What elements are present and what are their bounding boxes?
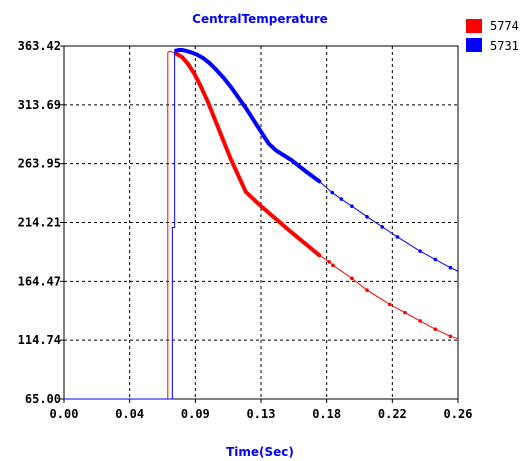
x-tick-label: 0.04 bbox=[115, 407, 144, 421]
y-tick-label: 164.47 bbox=[18, 274, 61, 288]
series-5731-point bbox=[339, 197, 344, 201]
series-5774-point bbox=[418, 319, 422, 323]
x-tick-label: 0.13 bbox=[247, 407, 276, 421]
x-axis-label: Time(Sec) bbox=[226, 445, 294, 459]
series-layer bbox=[64, 48, 459, 400]
series-5774-point bbox=[388, 302, 392, 307]
series-5774-point bbox=[350, 276, 354, 281]
legend-label-5774: 5774 bbox=[490, 19, 519, 33]
series-5731-point bbox=[365, 215, 369, 219]
series-5731-point bbox=[395, 235, 400, 239]
y-tick-label: 313.69 bbox=[18, 98, 61, 112]
series-5731-point bbox=[350, 204, 354, 208]
series-5774-point bbox=[433, 327, 438, 332]
y-tick-label: 363.42 bbox=[18, 39, 61, 53]
legend-swatch-5731 bbox=[466, 38, 482, 52]
x-tick-label: 0.22 bbox=[378, 407, 407, 421]
series-5731-point bbox=[418, 249, 422, 253]
series-5731-point bbox=[330, 190, 335, 195]
grid-lines bbox=[64, 46, 458, 399]
y-tick-label: 65.00 bbox=[25, 392, 61, 406]
x-tick-label: 0.09 bbox=[181, 407, 210, 421]
series-5731-point bbox=[433, 257, 438, 262]
y-tick-label: 214.21 bbox=[18, 216, 61, 230]
chart-title: CentralTemperature bbox=[192, 12, 328, 26]
series-5774-point bbox=[448, 334, 453, 339]
series-5731-dense-segment bbox=[174, 48, 322, 184]
y-axis-ticks: 65.00 114.74 164.47 214.21 263.95 313.69 363.4… bbox=[18, 39, 64, 406]
x-axis-ticks: 0.00 0.04 0.09 0.13 0.18 0.22 0.26 bbox=[50, 399, 473, 421]
series-5774-point bbox=[365, 288, 369, 292]
series-5774-point bbox=[327, 259, 331, 264]
legend-swatch-5774 bbox=[466, 19, 482, 33]
x-tick-label: 0.26 bbox=[444, 407, 473, 421]
series-5731-point bbox=[448, 265, 453, 270]
series-5774-point bbox=[403, 310, 407, 315]
legend[interactable]: 5774 5731 bbox=[466, 19, 519, 53]
series-5731-point bbox=[380, 225, 385, 229]
x-tick-label: 0.18 bbox=[312, 407, 341, 421]
series-5774-dense-segment bbox=[174, 51, 322, 258]
series-5774-point bbox=[331, 263, 335, 268]
y-tick-label: 263.95 bbox=[18, 157, 61, 171]
y-tick-label: 114.74 bbox=[18, 333, 61, 347]
legend-label-5731: 5731 bbox=[490, 39, 519, 53]
x-tick-label: 0.00 bbox=[50, 407, 79, 421]
